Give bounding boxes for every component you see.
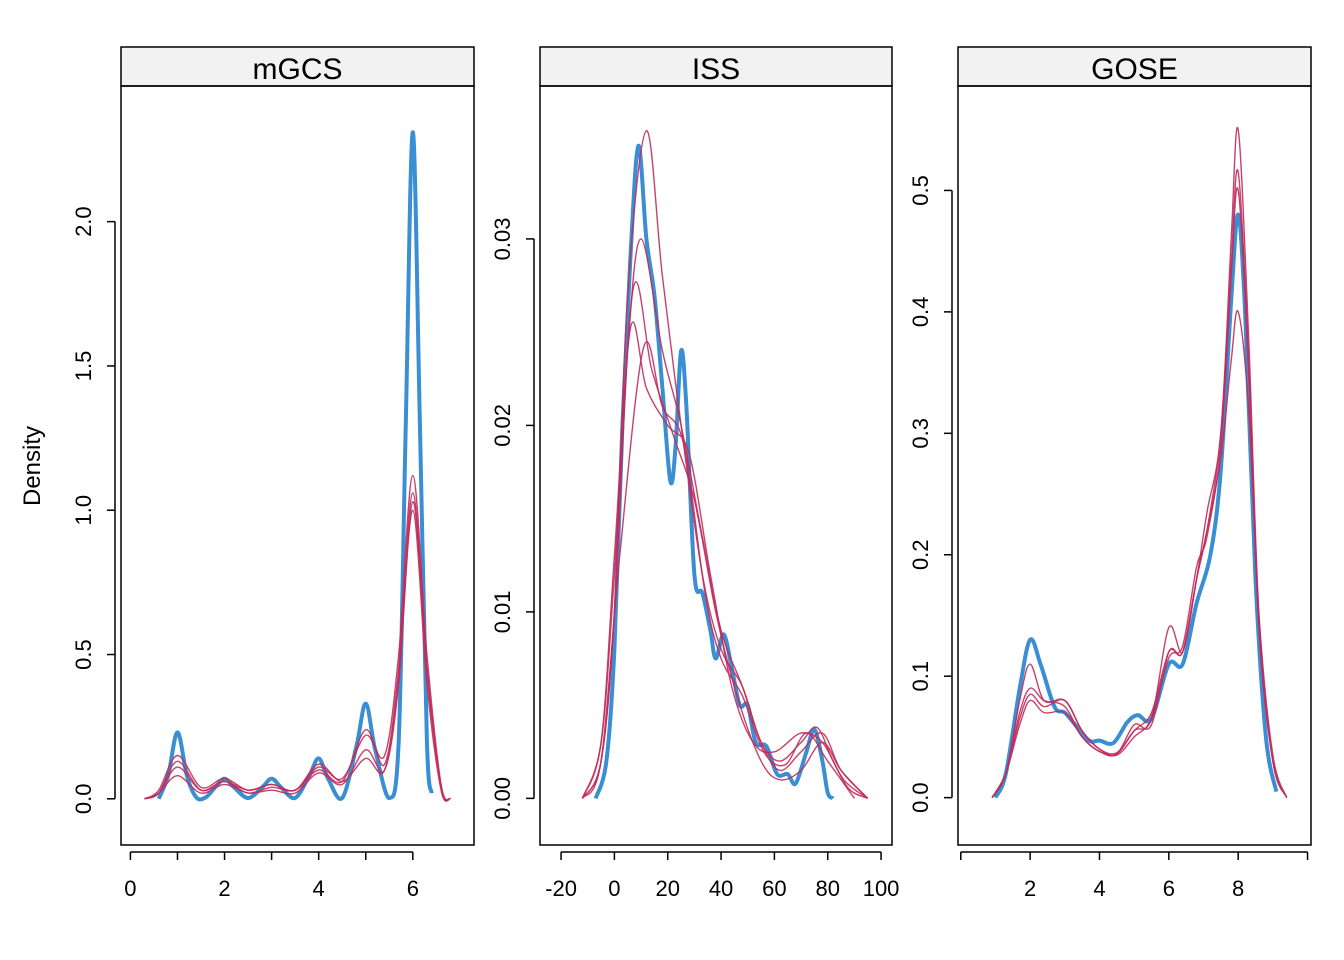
panel-frame [120, 85, 475, 846]
panel-frame [957, 85, 1312, 846]
imputed-density-line [144, 500, 452, 802]
panel-strip [539, 46, 893, 87]
y-tick-label: 0.5 [71, 639, 96, 670]
imputed-density-line [581, 130, 869, 800]
panel-title: mGCS [253, 53, 343, 86]
y-tick-label: 1.0 [71, 495, 96, 526]
y-tick-label: 2.0 [71, 206, 96, 237]
x-tick-label: 0 [124, 876, 136, 901]
imputed-density-line [581, 321, 869, 799]
x-tick-label: 100 [863, 876, 900, 901]
panel-gose: GOSE 2 4 6 8 0.0 0.1 0.2 0.3 0.4 0.5 [908, 46, 1312, 901]
x-tick-label: 2 [1024, 876, 1036, 901]
x-tick-label: 80 [815, 876, 839, 901]
y-axis-label: Density [19, 426, 46, 506]
x-tick-label: 40 [709, 876, 733, 901]
y-tick-label: 0.0 [908, 782, 933, 813]
y-tick-label: 0.01 [490, 590, 515, 633]
imputed-density-line [144, 474, 452, 801]
y-tick-label: 1.5 [71, 351, 96, 382]
y-tick-label: 0.4 [908, 297, 933, 328]
imputed-density-line [991, 309, 1288, 798]
y-tick-label: 0.1 [908, 661, 933, 692]
observed-density-line [993, 212, 1279, 799]
y-tick-label: 0.2 [908, 539, 933, 570]
y-tick-label: 0.00 [490, 777, 515, 820]
panel-iss: ISS -20 0 20 40 60 80 100 0.00 0.01 0.02 0.03 [490, 46, 900, 901]
panel-title: ISS [692, 53, 740, 86]
imputed-density-line [144, 509, 452, 802]
y-tick-label: 0.3 [908, 418, 933, 449]
y-tick-label: 0.5 [908, 175, 933, 206]
y-tick-label: 0.02 [490, 404, 515, 447]
panel-frame [539, 85, 893, 846]
imputed-density-line [581, 280, 869, 799]
x-tick-label: 6 [407, 876, 419, 901]
panel-title: GOSE [1091, 53, 1178, 86]
imputed-density-line [581, 341, 855, 799]
x-tick-label: 4 [1093, 876, 1105, 901]
x-tick-label: 8 [1232, 876, 1244, 901]
x-tick-label: 2 [218, 876, 230, 901]
imputed-density-line [581, 238, 869, 799]
panel-mgcs: mGCS 0 2 4 6 0.0 0.5 1.0 1.5 2.0 [71, 46, 475, 901]
y-tick-label: 0.03 [490, 218, 515, 261]
y-tick-label: 0.0 [71, 784, 96, 815]
panel-strip [957, 46, 1312, 87]
x-tick-label: 0 [608, 876, 620, 901]
observed-density-line [156, 130, 434, 802]
x-tick-label: -20 [545, 876, 577, 901]
panel-strip [120, 46, 475, 87]
x-tick-label: 20 [655, 876, 679, 901]
x-tick-label: 60 [762, 876, 786, 901]
x-tick-label: 4 [313, 876, 325, 901]
x-tick-label: 6 [1163, 876, 1175, 901]
imputed-density-line [991, 187, 1288, 798]
